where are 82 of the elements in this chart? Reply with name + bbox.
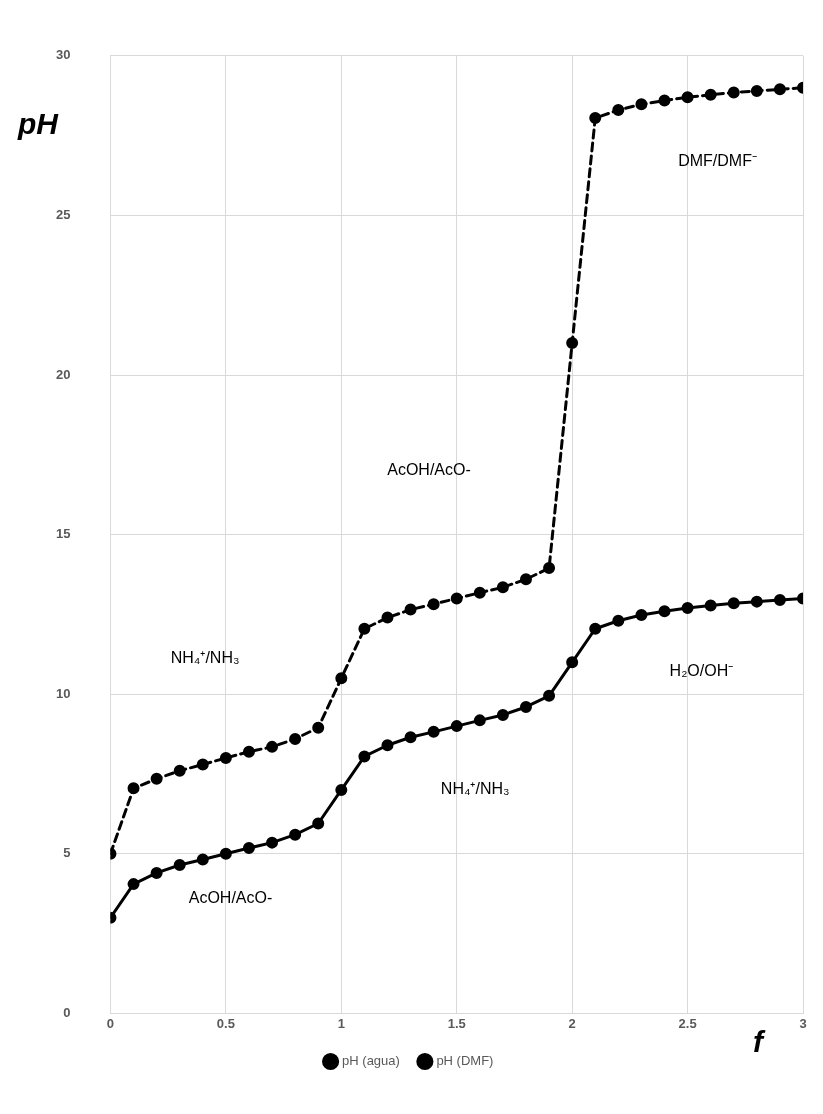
point — [543, 562, 556, 575]
point — [173, 858, 186, 871]
point — [612, 614, 625, 627]
point — [566, 337, 579, 350]
y-tick-label: 0 — [63, 1004, 71, 1020]
annotation: AcOH/AcO- — [188, 888, 273, 906]
point — [589, 622, 602, 635]
point — [266, 740, 279, 753]
point — [219, 847, 232, 860]
point — [496, 708, 509, 721]
point — [173, 764, 186, 777]
point — [750, 84, 763, 97]
y-tick-label: 30 — [55, 47, 71, 63]
point — [681, 91, 694, 104]
point — [704, 88, 717, 101]
legend-label: pH (DMF) — [436, 1053, 494, 1069]
annotation: NH₄⁺/NH₃ — [440, 780, 510, 798]
legend-label: pH (agua) — [342, 1053, 400, 1069]
x-tick-label: 1 — [337, 1015, 345, 1031]
point — [773, 594, 786, 607]
annotation: NH₄⁺/NH₃ — [170, 649, 240, 667]
point — [196, 758, 209, 771]
x-axis-title: f — [753, 1024, 766, 1058]
point — [635, 609, 648, 622]
x-tick-label: 0 — [106, 1015, 115, 1031]
point — [519, 700, 532, 713]
point — [450, 720, 463, 733]
annotation: H₂O/OH⁻ — [669, 662, 734, 680]
point — [589, 112, 602, 125]
point — [427, 598, 440, 611]
point — [381, 739, 394, 752]
y-tick-label: 25 — [55, 206, 71, 222]
x-tick-label: 2.5 — [678, 1015, 697, 1031]
point — [312, 817, 325, 830]
point — [473, 714, 486, 727]
point — [612, 104, 625, 117]
point — [773, 83, 786, 96]
annotation: DMF/DMF⁻ — [678, 151, 757, 169]
point — [289, 828, 302, 841]
point — [266, 836, 279, 849]
point — [242, 842, 255, 855]
point — [658, 94, 671, 107]
point — [496, 581, 509, 594]
y-tick-label: 10 — [55, 685, 71, 701]
x-tick-label: 3 — [799, 1015, 807, 1031]
y-tick-label: 20 — [55, 366, 71, 382]
point — [727, 597, 740, 610]
point — [450, 592, 463, 605]
point — [289, 732, 302, 745]
point — [519, 573, 532, 586]
point — [150, 866, 163, 879]
point — [335, 783, 348, 796]
point — [127, 878, 140, 891]
point — [150, 772, 163, 785]
x-tick-label: 1.5 — [447, 1015, 466, 1031]
point — [242, 745, 255, 758]
point — [196, 853, 209, 866]
y-tick-label: 5 — [63, 845, 71, 861]
point — [473, 586, 486, 599]
y-axis-title: pH — [17, 107, 60, 141]
point — [566, 656, 579, 669]
point — [543, 689, 556, 702]
point — [219, 752, 232, 765]
point — [750, 595, 763, 608]
point — [635, 98, 648, 111]
point — [727, 86, 740, 99]
point — [358, 750, 371, 763]
y-tick-label: 15 — [55, 526, 71, 542]
point — [427, 725, 440, 738]
point — [404, 603, 417, 616]
point — [312, 721, 325, 734]
x-tick-label: 0.5 — [216, 1015, 235, 1031]
point — [335, 672, 348, 685]
point — [381, 611, 394, 624]
point — [404, 731, 417, 744]
point — [358, 622, 371, 635]
point — [658, 605, 671, 618]
point — [681, 602, 694, 615]
point — [704, 599, 717, 612]
x-tick-label: 2 — [568, 1015, 576, 1031]
annotation: AcOH/AcO- — [387, 461, 471, 479]
point — [127, 782, 140, 795]
